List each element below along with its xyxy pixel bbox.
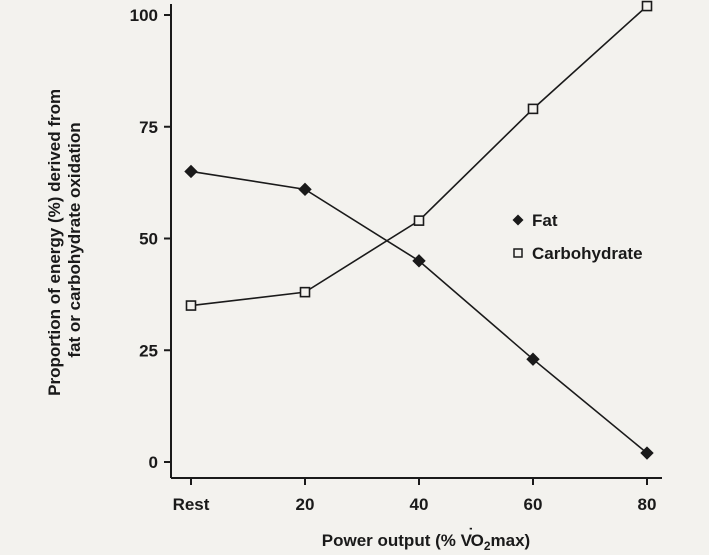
- y-axis-label: Proportion of energy (%) derived from fa…: [45, 84, 84, 396]
- x-ticks: Rest 20 40 60 80: [173, 478, 657, 514]
- fat-point: [298, 182, 312, 197]
- series-line: [190, 170, 648, 454]
- y-tick-label: 25: [139, 341, 158, 360]
- x-axis-label-dot: ˙: [468, 525, 474, 544]
- x-axis-label-o: O: [471, 531, 484, 550]
- x-tick-label: 80: [638, 495, 657, 514]
- legend-fat-marker: [512, 214, 524, 226]
- legend-label: Carbohydrate: [532, 244, 643, 263]
- x-axis-label-subscript: 2: [484, 539, 491, 553]
- x-axis-label-text: Power output (% V: [322, 531, 473, 550]
- fat-point: [640, 446, 654, 460]
- x-tick-label: Rest: [173, 495, 210, 514]
- y-tick-label: 100: [130, 6, 158, 25]
- x-axis-label-suffix: max): [491, 531, 531, 550]
- y-ticks: 0 25 50 75 100: [130, 6, 171, 472]
- fat-point: [526, 352, 540, 366]
- carbohydrate-point: [641, 0, 653, 12]
- carbohydrate-point: [299, 286, 311, 298]
- x-tick-label: 60: [524, 495, 543, 514]
- y-tick-label: 75: [139, 118, 158, 137]
- axes: [170, 4, 662, 479]
- y-tick-label: 50: [139, 230, 158, 249]
- legend: Fat Carbohydrate: [512, 211, 643, 263]
- series-group: [184, 0, 654, 460]
- carbohydrate-point: [527, 103, 539, 115]
- x-tick-label: 20: [296, 495, 315, 514]
- y-tick-label: 0: [149, 453, 158, 472]
- y-axis-label-line-2: fat or carbohydrate oxidation: [65, 122, 84, 357]
- fat-point: [184, 164, 198, 179]
- x-tick-label: 40: [410, 495, 429, 514]
- fat-point: [412, 254, 426, 268]
- x-axis-label: Power output (% V˙O2max): [322, 525, 530, 553]
- carbohydrate-point: [185, 300, 197, 311]
- legend-carbohydrate-marker: [513, 248, 523, 258]
- legend-label: Fat: [532, 211, 558, 230]
- carbohydrate-point: [413, 215, 425, 226]
- y-axis-label-line-1: Proportion of energy (%) derived from: [45, 89, 64, 396]
